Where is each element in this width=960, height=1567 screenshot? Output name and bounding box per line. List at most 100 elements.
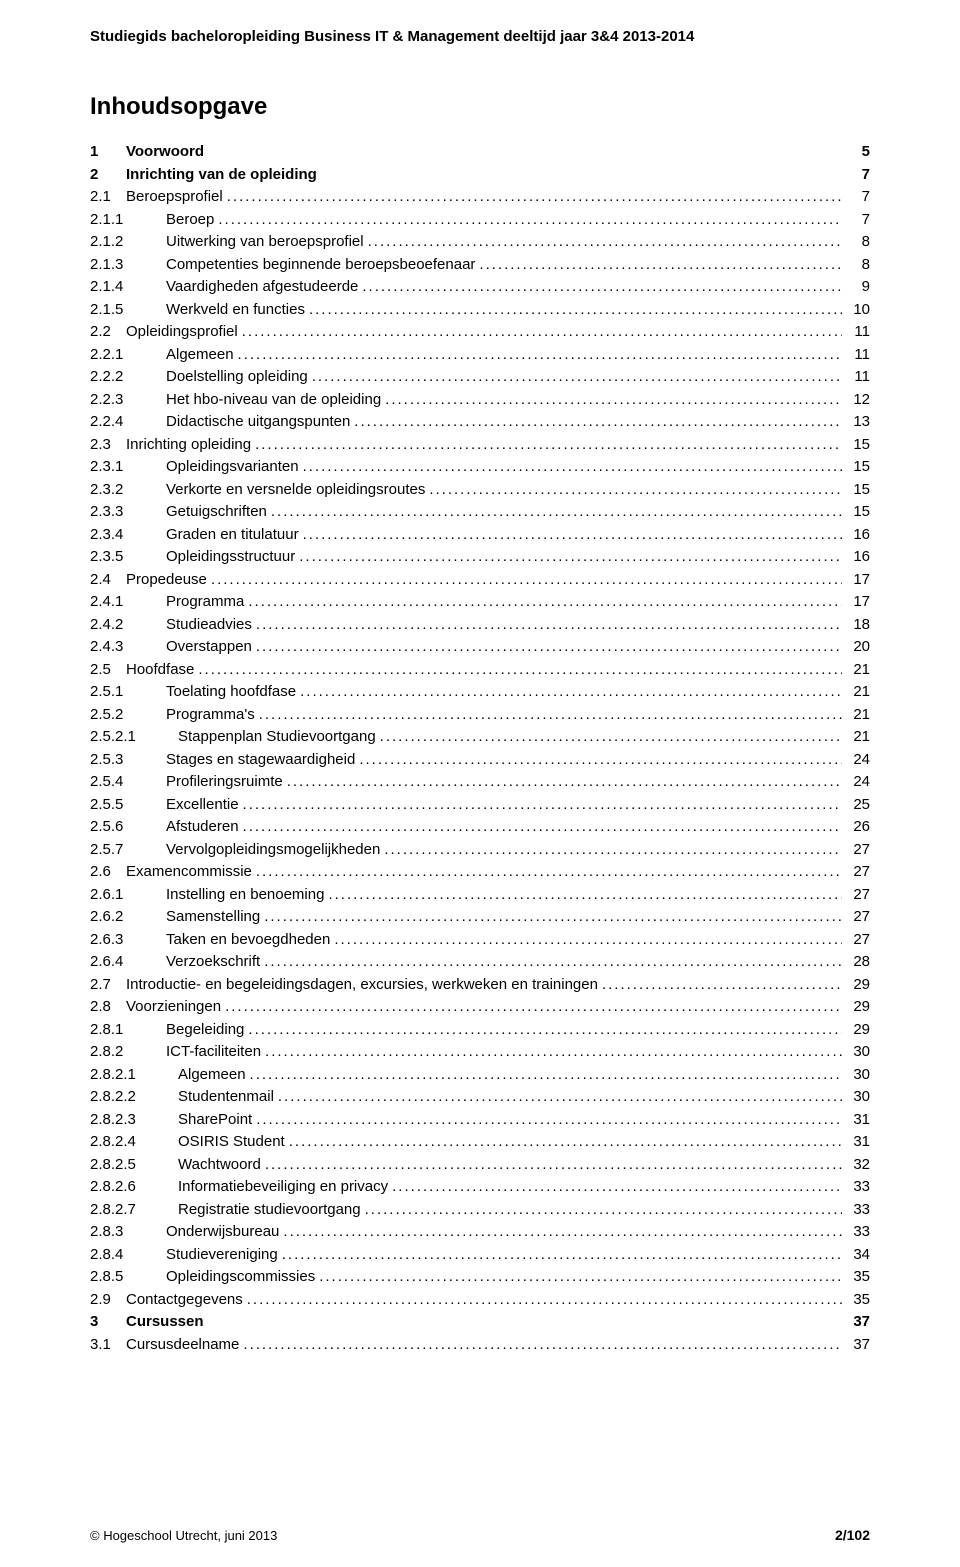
toc-entry-page: 30 xyxy=(842,1041,870,1064)
toc-entry-page: 12 xyxy=(842,389,870,412)
toc-entry-number: 2.8.1 xyxy=(90,1019,138,1042)
toc-entry-page: 11 xyxy=(842,366,870,389)
toc-leader xyxy=(256,1109,842,1132)
toc-entry-label: Instelling en benoeming xyxy=(138,884,328,907)
toc-leader xyxy=(264,951,842,974)
toc-entry-page: 29 xyxy=(842,974,870,997)
toc-entry: 2.5Hoofdfase21 xyxy=(90,659,870,682)
toc-leader xyxy=(309,299,842,322)
toc-entry-number: 2.7 xyxy=(90,974,124,997)
toc-entry: 2.1.1Beroep7 xyxy=(90,209,870,232)
toc-entry-page: 21 xyxy=(842,659,870,682)
toc-entry-page: 27 xyxy=(842,884,870,907)
toc-entry-label: Toelating hoofdfase xyxy=(138,681,300,704)
toc-entry-label: Contactgegevens xyxy=(124,1289,247,1312)
toc-entry-label: Samenstelling xyxy=(138,906,264,929)
toc-entry: 2.2.2Doelstelling opleiding11 xyxy=(90,366,870,389)
toc-leader xyxy=(238,344,842,367)
toc-entry-page: 25 xyxy=(842,794,870,817)
toc-entry-number: 2.5.4 xyxy=(90,771,138,794)
toc-entry-page: 27 xyxy=(842,861,870,884)
toc-entry-label: Competenties beginnende beroepsbeoefenaa… xyxy=(138,254,479,277)
toc-entry: 2.5.7Vervolgopleidingsmogelijkheden27 xyxy=(90,839,870,862)
toc-entry-number: 2.5.5 xyxy=(90,794,138,817)
toc-entry: 2.8.2.4OSIRIS Student31 xyxy=(90,1131,870,1154)
toc-entry-page: 21 xyxy=(842,681,870,704)
toc-leader xyxy=(248,1019,842,1042)
toc-entry-page: 29 xyxy=(842,996,870,1019)
toc-leader xyxy=(283,1221,842,1244)
toc-entry-number: 2.3.1 xyxy=(90,456,138,479)
toc-entry-page: 34 xyxy=(842,1244,870,1267)
toc-entry-label: Opleidingsprofiel xyxy=(124,321,242,344)
toc-entry: 2.6.3Taken en bevoegdheden27 xyxy=(90,929,870,952)
toc-entry-number: 2.8.2.6 xyxy=(90,1176,152,1199)
toc-entry-number: 3.1 xyxy=(90,1334,124,1357)
toc-entry-label: Stages en stagewaardigheid xyxy=(138,749,359,772)
toc-leader xyxy=(218,209,842,232)
toc-entry: 2.5.2Programma's21 xyxy=(90,704,870,727)
toc-entry: 2.2.4Didactische uitgangspunten13 xyxy=(90,411,870,434)
toc-entry: 2.2.1Algemeen11 xyxy=(90,344,870,367)
toc-leader xyxy=(312,366,842,389)
toc-entry-number: 2.8.2.1 xyxy=(90,1064,152,1087)
toc-entry-number: 2.6.1 xyxy=(90,884,138,907)
toc-entry-number: 2.1 xyxy=(90,186,124,209)
toc-leader xyxy=(248,591,842,614)
toc-entry: 2.1.2Uitwerking van beroepsprofiel8 xyxy=(90,231,870,254)
toc-entry: 2.8.2.2Studentenmail30 xyxy=(90,1086,870,1109)
toc-leader xyxy=(250,1064,842,1087)
toc-leader xyxy=(265,1154,842,1177)
toc-entry-label: Propedeuse xyxy=(124,569,211,592)
toc-entry-number: 2.4 xyxy=(90,569,124,592)
toc-entry: 2.6Examencommissie27 xyxy=(90,861,870,884)
toc-leader xyxy=(282,1244,842,1267)
toc-leader xyxy=(264,906,842,929)
toc-entry-label: Vaardigheden afgestudeerde xyxy=(138,276,362,299)
toc-entry-number: 2 xyxy=(90,164,124,187)
page: Studiegids bacheloropleiding Business IT… xyxy=(0,0,960,1567)
toc-entry: 2.8.4Studievereniging34 xyxy=(90,1244,870,1267)
toc-entry: 2.8.3Onderwijsbureau33 xyxy=(90,1221,870,1244)
toc-leader xyxy=(211,569,842,592)
toc-entry-page: 24 xyxy=(842,749,870,772)
toc-entry-number: 2.6.3 xyxy=(90,929,138,952)
toc-leader xyxy=(303,524,842,547)
toc-entry-page: 33 xyxy=(842,1176,870,1199)
toc-leader xyxy=(271,501,842,524)
toc-entry-number: 2.3.5 xyxy=(90,546,138,569)
toc-leader xyxy=(287,771,842,794)
toc-entry-page: 10 xyxy=(842,299,870,322)
toc-entry-page: 30 xyxy=(842,1064,870,1087)
toc-leader xyxy=(385,389,842,412)
toc-entry-page: 15 xyxy=(842,434,870,457)
toc-entry-page: 11 xyxy=(842,344,870,367)
toc-entry: 2.3.1Opleidingsvarianten15 xyxy=(90,456,870,479)
toc-entry-label: Voorzieningen xyxy=(124,996,225,1019)
toc-entry-page: 15 xyxy=(842,501,870,524)
toc-entry: 3.1Cursusdeelname37 xyxy=(90,1334,870,1357)
toc-entry-label: Studentenmail xyxy=(152,1086,278,1109)
toc-entry-label: Afstuderen xyxy=(138,816,243,839)
toc-entry: 2.5.6Afstuderen26 xyxy=(90,816,870,839)
toc-entry-page: 18 xyxy=(842,614,870,637)
toc-entry: 2.3Inrichting opleiding 15 xyxy=(90,434,870,457)
toc-entry-number: 2.8.2.4 xyxy=(90,1131,152,1154)
toc-entry-page: 17 xyxy=(842,569,870,592)
toc-entry-number: 2.1.4 xyxy=(90,276,138,299)
toc-entry-page: 21 xyxy=(842,704,870,727)
toc-entry: 2.4Propedeuse 17 xyxy=(90,569,870,592)
toc-entry-number: 2.8.2 xyxy=(90,1041,138,1064)
toc-entry: 2.5.4Profileringsruimte24 xyxy=(90,771,870,794)
toc-entry: 2.8.2.7Registratie studievoortgang33 xyxy=(90,1199,870,1222)
toc-leader xyxy=(242,321,842,344)
toc-entry-label: Inrichting opleiding xyxy=(124,434,255,457)
toc-leader xyxy=(198,659,842,682)
toc-entry-number: 2.3 xyxy=(90,434,124,457)
toc-entry-number: 2.4.1 xyxy=(90,591,138,614)
toc-entry: 2.5.1Toelating hoofdfase21 xyxy=(90,681,870,704)
toc-entry-page: 28 xyxy=(842,951,870,974)
toc-entry-number: 2.4.3 xyxy=(90,636,138,659)
toc-entry-label: Stappenplan Studievoortgang xyxy=(152,726,380,749)
toc-entry-label: Studievereniging xyxy=(138,1244,282,1267)
